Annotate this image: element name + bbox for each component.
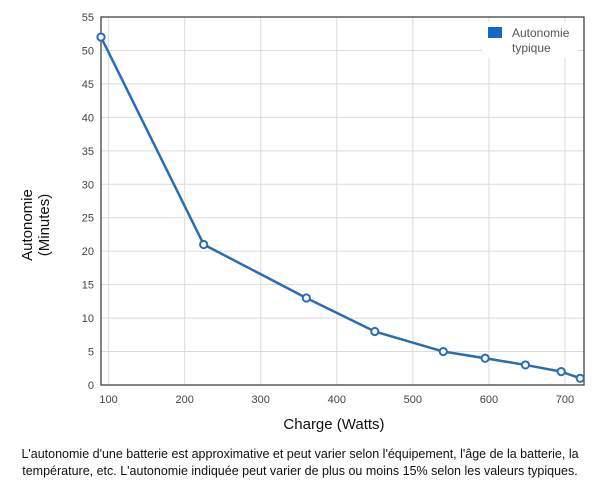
data-point (199, 239, 209, 250)
line-chart: 0 5 10 15 20 25 30 35 40 45 50 55 100 200 300 400 500 60… (19, 12, 585, 433)
y-tick-label: 5 (88, 347, 94, 359)
x-tick-label: 200 (175, 394, 193, 406)
data-point (370, 326, 380, 337)
legend-label-line-1: Autonomie (512, 26, 570, 40)
x-tick-label: 300 (252, 394, 270, 406)
plot-background (101, 17, 584, 385)
data-point (480, 353, 490, 363)
y-tick-label: 10 (82, 313, 94, 325)
legend-label-line-2: typique (512, 41, 551, 55)
y-tick-label: 30 (82, 179, 94, 191)
y-tick-label: 55 (82, 12, 94, 24)
legend-swatch (488, 27, 502, 38)
y-axis-title-line-2: (Minutes) (36, 194, 53, 257)
data-point (438, 346, 448, 357)
y-tick-label: 45 (82, 79, 94, 91)
x-axis-ticks: 100 200 300 400 500 600 700 (99, 394, 574, 406)
y-tick-label: 20 (82, 246, 94, 258)
y-tick-label: 0 (88, 380, 94, 392)
data-point (520, 360, 531, 370)
plot-border (100, 16, 585, 386)
y-tick-label: 50 (82, 45, 94, 57)
data-point (556, 367, 566, 377)
series-layer (96, 32, 585, 383)
x-tick-label: 600 (480, 394, 498, 406)
x-tick-label: 400 (328, 394, 346, 406)
x-tick-label: 100 (99, 394, 117, 406)
data-point (301, 293, 311, 303)
y-axis-title: Autonomie (Minutes) (19, 189, 53, 261)
x-axis-title: Charge (Watts) (283, 416, 384, 433)
y-tick-label: 40 (82, 112, 94, 124)
y-axis-ticks: 0 5 10 15 20 25 30 35 40 45 50 55 (82, 12, 94, 392)
x-tick-label: 500 (404, 394, 422, 406)
data-point (575, 373, 585, 383)
legend: Autonomie typique (482, 22, 578, 58)
footnote: L'autonomie d'une batterie est approxima… (21, 447, 579, 478)
y-tick-label: 25 (82, 213, 94, 225)
y-tick-label: 15 (82, 280, 94, 292)
y-tick-label: 35 (82, 146, 94, 158)
y-axis-title-line-1: Autonomie (19, 189, 36, 261)
data-point (96, 32, 106, 42)
x-tick-label: 700 (556, 394, 574, 406)
